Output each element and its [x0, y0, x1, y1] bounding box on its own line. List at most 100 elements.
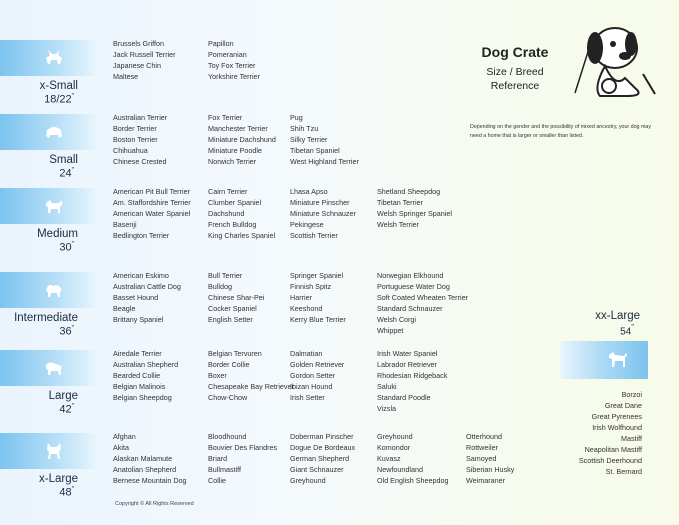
breed-column: Bloodhound Bouvier Des Flandres Briard Bull…: [208, 431, 277, 486]
breed-name: Brittany Spaniel: [113, 315, 164, 324]
breed-name: Bernese Mountain Dog: [113, 476, 187, 485]
breed-name: Norwich Terrier: [208, 157, 257, 166]
papillon-silhouette-icon: [42, 46, 66, 70]
breed-name: Weimaraner: [466, 476, 506, 485]
breed-name: Pomeranian: [208, 50, 247, 59]
disclaimer-note: Depending on the gender and the possibil…: [470, 124, 651, 139]
breed-name: Great Pyrenees: [591, 412, 642, 421]
breed-name: Irish Wolfhound: [592, 423, 642, 432]
great-dane-silhouette-icon: [606, 347, 630, 376]
breed-name: Cocker Spaniel: [208, 304, 257, 313]
breed-name: Miniature Schnauzer: [290, 209, 356, 218]
breed-column: American Eskimo Australian Cattle Dog Bass…: [113, 270, 181, 325]
breed-name: Lhasa Apso: [290, 187, 328, 196]
breed-name: Border Terrier: [113, 124, 157, 133]
breed-name: Dogue De Bordeaux: [290, 443, 356, 452]
breed-name: Chow-Chow: [208, 393, 248, 402]
breed-column: Bull Terrier Bulldog Chinese Shar-Pei Cocke…: [208, 270, 264, 325]
page-subtitle: Size / Breed Reference: [465, 65, 565, 93]
poodle-silhouette-icon: [42, 278, 66, 302]
breed-column: American Pit Bull Terrier Am. Staffordshi…: [113, 186, 191, 241]
husky-silhouette-icon: [42, 439, 66, 463]
breed-name: Afghan: [113, 432, 136, 441]
page-title: Dog Crate: [481, 44, 549, 60]
breed-name: Dachshund: [208, 209, 245, 218]
breed-name: Welsh Corgi: [377, 315, 417, 324]
breed-name: Welsh Springer Spaniel: [377, 209, 452, 218]
breed-name: Springer Spaniel: [290, 271, 344, 280]
size-inches-large: 42”: [59, 403, 74, 416]
breed-name: Toy Fox Terrier: [208, 61, 256, 70]
breed-name: Brussels Griffon: [113, 39, 164, 48]
breed-name: Japanese Chin: [113, 61, 161, 70]
breed-column: Belgian Tervuren Border Collie Boxer Chesap…: [208, 348, 294, 403]
breed-name: Bull Terrier: [208, 271, 243, 280]
size-inches-x-large: 48”: [59, 486, 74, 499]
breed-name: Otterhound: [466, 432, 502, 441]
breed-name: Standard Schnauzer: [377, 304, 443, 313]
breed-column: Lhasa Apso Miniature Pinscher Miniature Sc…: [290, 186, 356, 241]
breed-name: Australian Terrier: [113, 113, 168, 122]
breed-name: Newfoundland: [377, 465, 423, 474]
breed-column: Fox Terrier Manchester Terrier Miniature D…: [208, 112, 276, 167]
breed-name: Belgian Sheepdog: [113, 393, 172, 402]
breed-column: Afghan Akita Alaskan Malamute Anatolian She…: [113, 431, 187, 486]
breed-name: Fox Terrier: [208, 113, 243, 122]
breed-name: Chihuahua: [113, 146, 148, 155]
breed-name: Soft Coated Wheaten Terrier: [377, 293, 468, 302]
subtitle-line-1: Size / Breed: [486, 66, 544, 78]
breed-name: Australian Cattle Dog: [113, 282, 181, 291]
breed-column: Brussels Griffon Jack Russell Terrier Japa…: [113, 38, 176, 82]
breed-name: Old English Sheepdog: [377, 476, 449, 485]
breed-name: Boxer: [208, 371, 227, 380]
breed-name: Bedlington Terrier: [113, 231, 170, 240]
breed-name: German Shepherd: [290, 454, 350, 463]
breed-name: Akita: [113, 443, 129, 452]
size-inches-medium: 30”: [59, 241, 74, 254]
breed-name: Bloodhound: [208, 432, 247, 441]
breed-name: Miniature Poodle: [208, 146, 262, 155]
maltese-silhouette-icon: [42, 120, 66, 144]
breed-name: Briard: [208, 454, 228, 463]
breed-column: Pug Shih Tzu Silky Terrier Tibetan Spaniel W…: [290, 112, 359, 167]
breed-column: Greyhound Komondor Kuvasz Newfoundland Old E…: [377, 431, 449, 486]
breed-name: Irish Setter: [290, 393, 325, 402]
breed-name: Welsh Terrier: [377, 220, 420, 229]
breed-column: Cairn Terrier Clumber Spaniel Dachshund Fre…: [208, 186, 275, 241]
breed-name: Shih Tzu: [290, 124, 319, 133]
breed-name: Beagle: [113, 304, 136, 313]
breed-name: Clumber Spaniel: [208, 198, 262, 207]
breed-name: Komondor: [377, 443, 411, 452]
breed-name: Belgian Tervuren: [208, 349, 262, 358]
cartoon-dog-mascot: [565, 18, 665, 100]
breed-name: Neapolitan Mastiff: [584, 445, 642, 454]
breed-name: Doberman Pinscher: [290, 432, 354, 441]
breed-name: Australian Shepherd: [113, 360, 179, 369]
breed-column: Dalmatian Golden Retriever Gordon Setter Ib…: [290, 348, 344, 403]
terrier-silhouette-icon: [42, 194, 66, 218]
breed-name: Bullmastiff: [208, 465, 242, 474]
breed-column: Australian Terrier Border Terrier Boston T…: [113, 112, 167, 167]
xx-large-breed-list: Borzoi Great Dane Great Pyrenees Irish Wolf…: [579, 389, 642, 477]
breed-name: Pekingese: [290, 220, 324, 229]
size-inches-xx-large: 54”: [620, 322, 634, 338]
size-label-x-small: x-Small: [39, 80, 78, 92]
breed-name: West Highland Terrier: [290, 157, 359, 166]
breed-name: Alaskan Malamute: [113, 454, 173, 463]
breed-name: Norwegian Elkhound: [377, 271, 444, 280]
size-label-large: Large: [48, 390, 78, 402]
breed-name: Scottish Terrier: [290, 231, 338, 240]
breed-column: Irish Water Spaniel Labrador Retriever Rho…: [377, 348, 447, 414]
breed-name: Chinese Shar-Pei: [208, 293, 265, 302]
breed-name: Belgian Malinois: [113, 382, 166, 391]
subtitle-line-2: Reference: [490, 80, 540, 92]
size-label-small: Small: [49, 154, 78, 166]
breed-name: Vizsla: [377, 404, 397, 413]
breed-name: American Water Spaniel: [113, 209, 191, 218]
breed-name: Shetland Sheepdog: [377, 187, 441, 196]
breed-name: Borzoi: [621, 390, 642, 399]
breed-name: Portuguese Water Dog: [377, 282, 450, 291]
breed-name: Kerry Blue Terrier: [290, 315, 346, 324]
breed-name: St. Bernard: [605, 467, 642, 476]
breed-name: Pug: [290, 113, 303, 122]
